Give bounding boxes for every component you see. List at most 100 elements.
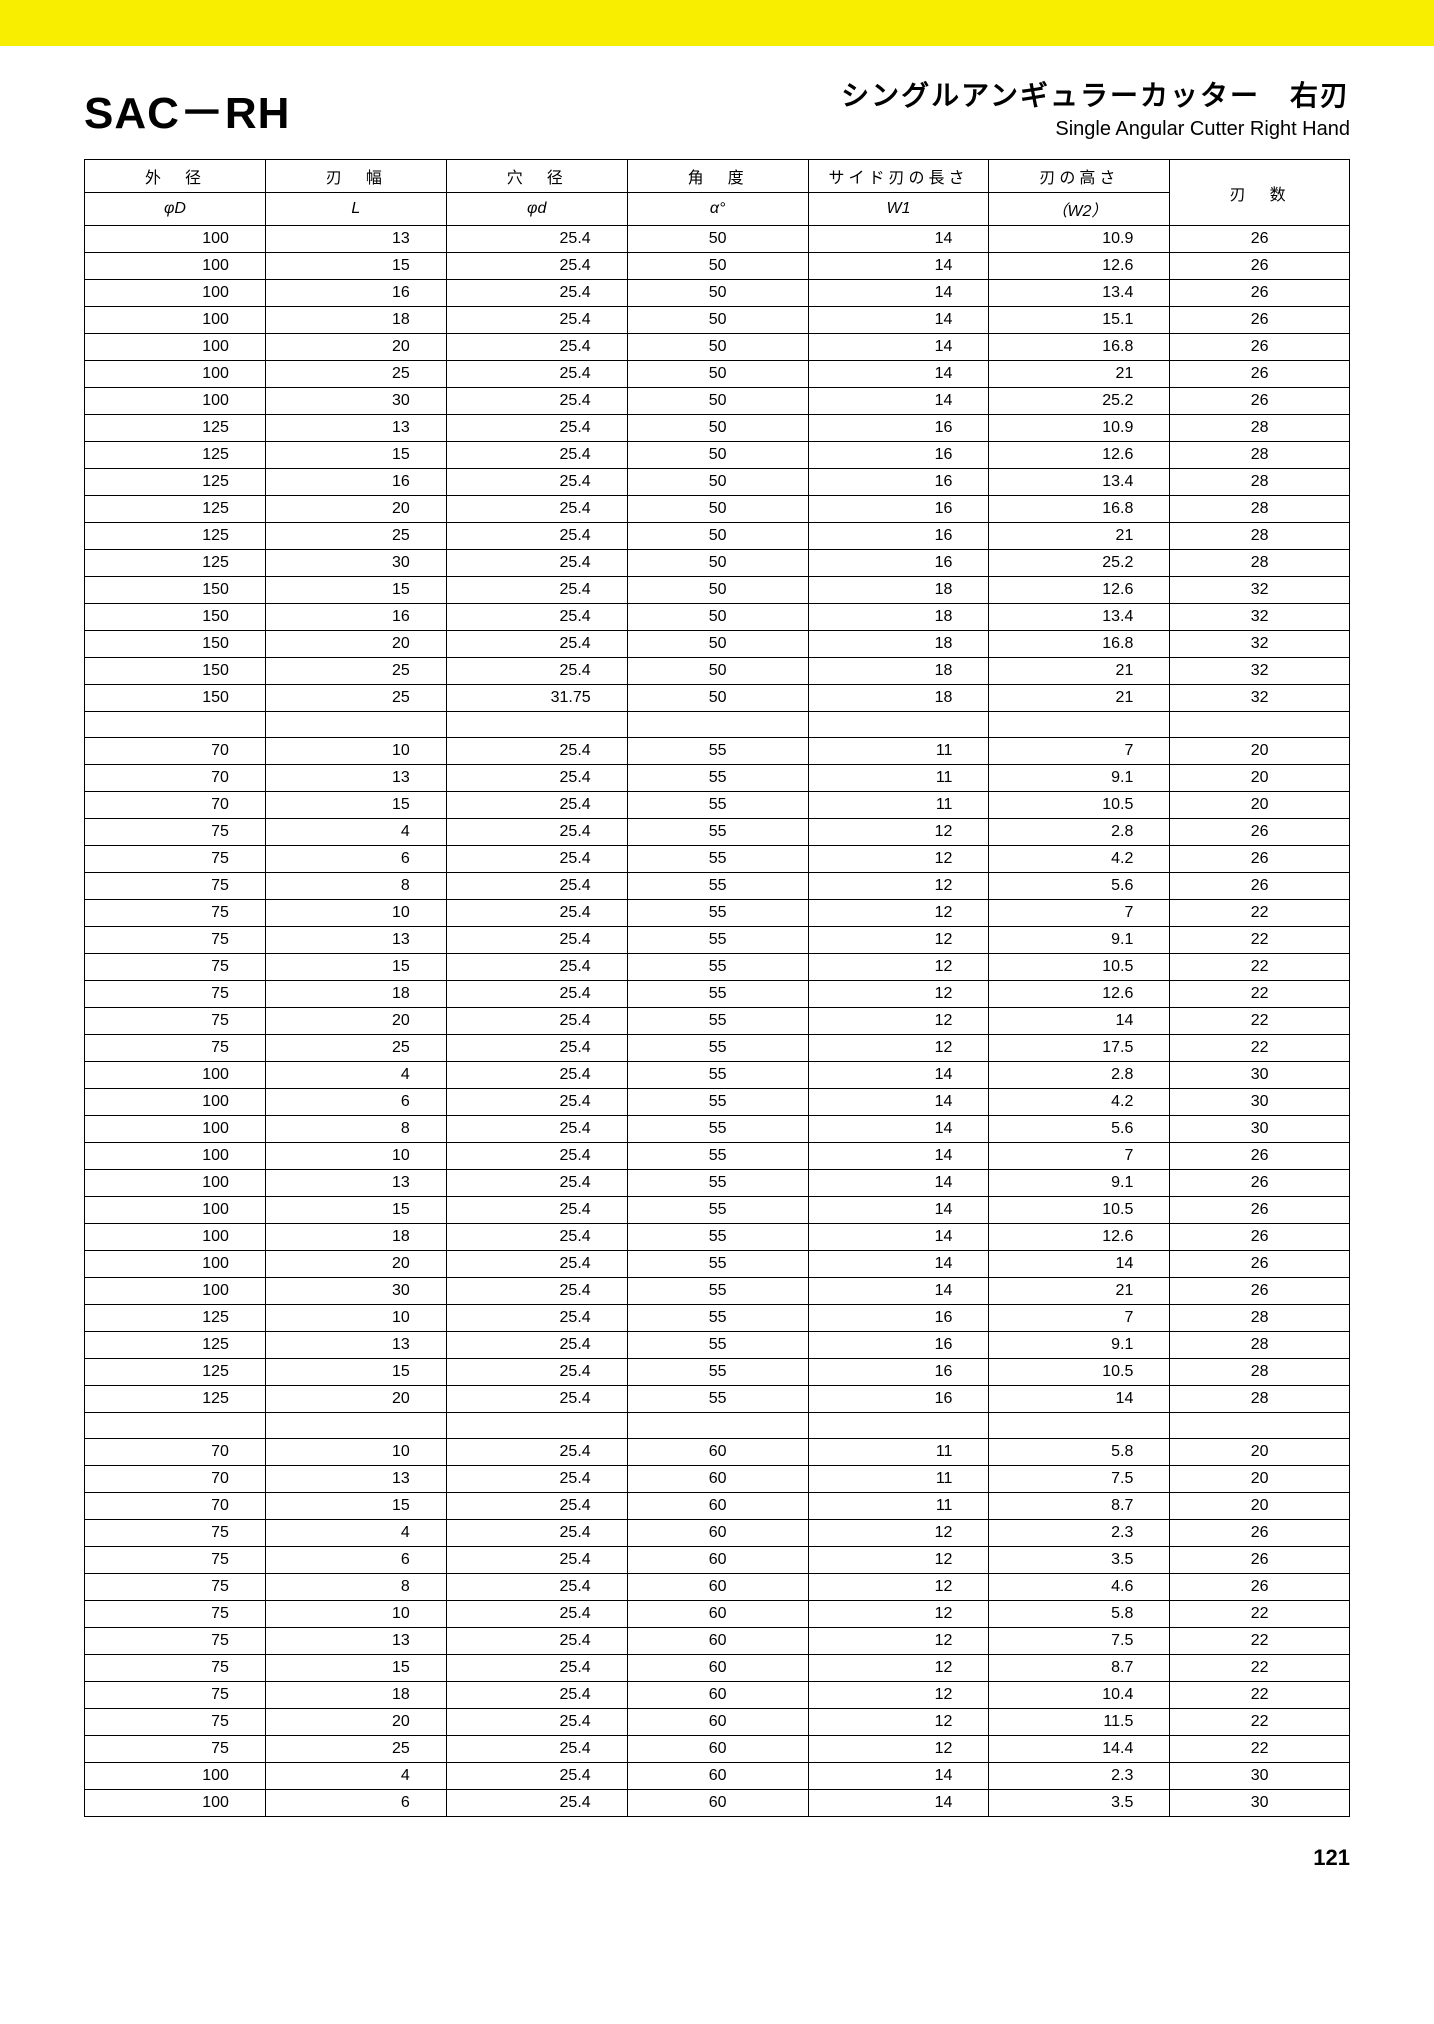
table-cell: 16.8 xyxy=(989,334,1170,361)
table-cell: 25.4 xyxy=(446,1035,627,1062)
table-cell: 14 xyxy=(808,1790,989,1817)
table-cell: 10.5 xyxy=(989,792,1170,819)
col-subheader: L xyxy=(265,193,446,226)
table-row: 1001525.4501412.626 xyxy=(85,253,1350,280)
table-cell: 100 xyxy=(85,1116,266,1143)
table-cell: 25.4 xyxy=(446,1466,627,1493)
table-cell: 14 xyxy=(808,1763,989,1790)
table-cell: 21 xyxy=(989,523,1170,550)
table-row: 701325.460117.520 xyxy=(85,1466,1350,1493)
table-cell: 30 xyxy=(1170,1116,1350,1143)
table-row: 1002525.450142126 xyxy=(85,361,1350,388)
table-cell: 20 xyxy=(265,496,446,523)
table-cell: 55 xyxy=(627,765,808,792)
table-cell: 25.4 xyxy=(446,1116,627,1143)
table-cell: 100 xyxy=(85,1251,266,1278)
table-cell: 13.4 xyxy=(989,604,1170,631)
table-cell: 18 xyxy=(265,981,446,1008)
table-cell: 32 xyxy=(1170,631,1350,658)
table-row: 1251025.45516728 xyxy=(85,1305,1350,1332)
table-cell: 25 xyxy=(265,685,446,712)
table-cell: 3.5 xyxy=(989,1790,1170,1817)
table-cell: 50 xyxy=(627,415,808,442)
table-row: 751525.460128.722 xyxy=(85,1655,1350,1682)
table-cell: 10 xyxy=(265,1143,446,1170)
table-cell: 10 xyxy=(265,1601,446,1628)
table-cell: 14 xyxy=(989,1251,1170,1278)
table-cell: 4.2 xyxy=(989,846,1170,873)
table-row: 75625.455124.226 xyxy=(85,846,1350,873)
table-row: 1001525.4551410.526 xyxy=(85,1197,1350,1224)
title-block: シングルアンギュラーカッター 右刃 Single Angular Cutter … xyxy=(841,74,1350,141)
table-cell: 70 xyxy=(85,1493,266,1520)
table-cell: 15 xyxy=(265,253,446,280)
table-cell: 6 xyxy=(265,1790,446,1817)
table-row: 701025.460115.820 xyxy=(85,1439,1350,1466)
table-cell: 18 xyxy=(808,658,989,685)
table-cell: 14 xyxy=(808,388,989,415)
table-cell: 25.4 xyxy=(446,604,627,631)
table-cell: 25.4 xyxy=(446,334,627,361)
table-cell: 14 xyxy=(808,1224,989,1251)
table-cell: 16 xyxy=(808,415,989,442)
table-cell: 20 xyxy=(265,631,446,658)
table-cell: 125 xyxy=(85,550,266,577)
table-cell: 30 xyxy=(265,550,446,577)
table-cell: 28 xyxy=(1170,1386,1350,1413)
table-cell: 12 xyxy=(808,927,989,954)
table-cell: 55 xyxy=(627,1143,808,1170)
table-cell: 18 xyxy=(808,604,989,631)
title-japanese: シングルアンギュラーカッター 右刃 xyxy=(841,74,1350,114)
table-cell: 6 xyxy=(265,1089,446,1116)
table-cell: 25.4 xyxy=(446,1763,627,1790)
table-row: 100425.460142.330 xyxy=(85,1763,1350,1790)
table-row: 1001325.455149.126 xyxy=(85,1170,1350,1197)
table-cell: 30 xyxy=(1170,1089,1350,1116)
table-cell: 7 xyxy=(989,738,1170,765)
table-cell: 16 xyxy=(808,442,989,469)
table-cell: 100 xyxy=(85,361,266,388)
table-cell: 50 xyxy=(627,307,808,334)
table-cell: 60 xyxy=(627,1736,808,1763)
table-cell: 25.4 xyxy=(446,1278,627,1305)
table-row: 1502525.450182132 xyxy=(85,658,1350,685)
table-cell: 13.4 xyxy=(989,469,1170,496)
table-cell: 150 xyxy=(85,604,266,631)
table-cell: 60 xyxy=(627,1790,808,1817)
table-cell: 100 xyxy=(85,1763,266,1790)
table-cell: 11 xyxy=(808,1439,989,1466)
table-cell: 12 xyxy=(808,1655,989,1682)
table-cell: 20 xyxy=(265,1386,446,1413)
table-cell: 10 xyxy=(265,900,446,927)
table-cell: 70 xyxy=(85,792,266,819)
table-row: 100825.455145.630 xyxy=(85,1116,1350,1143)
table-cell: 10 xyxy=(265,1305,446,1332)
table-cell: 25.4 xyxy=(446,1251,627,1278)
table-cell: 50 xyxy=(627,496,808,523)
table-cell: 25.4 xyxy=(446,577,627,604)
table-cell: 50 xyxy=(627,523,808,550)
table-cell: 25.4 xyxy=(446,954,627,981)
table-cell: 55 xyxy=(627,1224,808,1251)
table-row: 1251325.4501610.928 xyxy=(85,415,1350,442)
table-cell: 125 xyxy=(85,496,266,523)
table-cell: 75 xyxy=(85,954,266,981)
table-cell: 25.4 xyxy=(446,846,627,873)
col-subheader: φD xyxy=(85,193,266,226)
table-cell: 75 xyxy=(85,1520,266,1547)
table-row: 1251325.455169.128 xyxy=(85,1332,1350,1359)
table-cell: 26 xyxy=(1170,361,1350,388)
table-cell: 100 xyxy=(85,253,266,280)
table-cell: 26 xyxy=(1170,280,1350,307)
table-cell: 55 xyxy=(627,1197,808,1224)
table-row: 751825.4551212.622 xyxy=(85,981,1350,1008)
table-cell: 50 xyxy=(627,685,808,712)
table-cell: 12 xyxy=(808,1628,989,1655)
table-cell: 125 xyxy=(85,523,266,550)
table-cell: 15 xyxy=(265,577,446,604)
table-cell: 55 xyxy=(627,1359,808,1386)
table-row: 1003025.455142126 xyxy=(85,1278,1350,1305)
table-row: 1001825.4551412.626 xyxy=(85,1224,1350,1251)
table-cell: 25.4 xyxy=(446,1493,627,1520)
table-cell: 22 xyxy=(1170,1008,1350,1035)
